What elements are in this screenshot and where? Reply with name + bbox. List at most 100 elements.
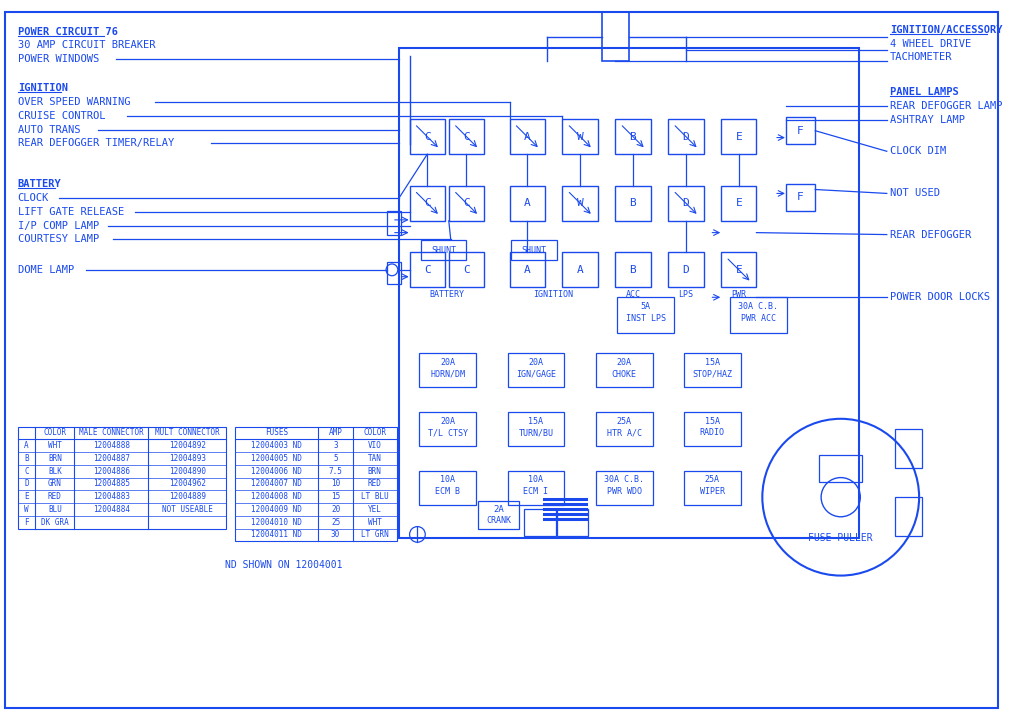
Text: POWER WINDOWS: POWER WINDOWS	[17, 54, 99, 64]
Text: IGNITION: IGNITION	[534, 290, 573, 300]
Text: PWR: PWR	[731, 290, 746, 300]
Bar	[512, 240, 557, 260]
Text: D: D	[683, 265, 689, 275]
Text: 20A: 20A	[616, 358, 632, 367]
Text: 15A: 15A	[705, 417, 720, 426]
Bar	[508, 471, 564, 505]
Bar	[684, 412, 740, 446]
Text: F: F	[797, 126, 804, 135]
Text: 3: 3	[333, 441, 338, 450]
Text: GRN: GRN	[48, 480, 61, 488]
Text: 15A: 15A	[528, 417, 544, 426]
Text: CHOKE: CHOKE	[611, 369, 637, 379]
Bar	[596, 471, 652, 505]
Bar	[410, 186, 444, 221]
Bar	[602, 12, 629, 61]
Bar	[508, 412, 564, 446]
Bar	[17, 427, 226, 528]
Text: C: C	[424, 132, 431, 142]
Text: CRANK: CRANK	[486, 516, 511, 525]
Text: 25A: 25A	[616, 417, 632, 426]
Text: ECM I: ECM I	[523, 487, 549, 496]
Text: STOP/HAZ: STOP/HAZ	[692, 369, 732, 379]
Text: COLOR: COLOR	[364, 428, 386, 438]
Bar	[410, 119, 444, 154]
Text: E: E	[25, 492, 29, 501]
Text: AUTO TRANS: AUTO TRANS	[17, 125, 80, 135]
Text: 12004010 ND: 12004010 ND	[251, 518, 302, 526]
Bar	[478, 501, 519, 528]
Text: 12004884: 12004884	[93, 505, 130, 514]
Bar	[596, 412, 652, 446]
Bar	[721, 252, 757, 287]
Text: 4 WHEEL DRIVE: 4 WHEEL DRIVE	[890, 38, 971, 48]
Text: FUSES: FUSES	[265, 428, 289, 438]
Text: OVER SPEED WARNING: OVER SPEED WARNING	[17, 97, 130, 107]
Text: BLK: BLK	[48, 467, 61, 476]
Text: 12004889: 12004889	[169, 492, 206, 501]
Text: D: D	[683, 132, 689, 142]
Text: CRUISE CONTROL: CRUISE CONTROL	[17, 111, 105, 121]
Bar	[510, 252, 545, 287]
Text: F: F	[797, 192, 804, 202]
Bar	[895, 498, 922, 536]
Bar	[236, 427, 397, 541]
Bar	[524, 509, 556, 536]
Text: B: B	[630, 198, 636, 208]
Text: B: B	[25, 454, 29, 463]
Bar	[510, 186, 545, 221]
Text: B: B	[630, 265, 636, 275]
Text: B: B	[630, 132, 636, 142]
Text: C: C	[424, 198, 431, 208]
Bar	[510, 119, 545, 154]
Text: AMP: AMP	[329, 428, 343, 438]
Text: 12004883: 12004883	[93, 492, 130, 501]
Text: POWER CIRCUIT 76: POWER CIRCUIT 76	[17, 27, 118, 37]
Bar	[421, 240, 466, 260]
Text: WHT: WHT	[48, 441, 61, 450]
Text: CLOCK: CLOCK	[17, 194, 49, 203]
Text: DOME LAMP: DOME LAMP	[17, 265, 74, 275]
Text: 12004003 ND: 12004003 ND	[251, 441, 302, 450]
Text: C: C	[424, 265, 431, 275]
Text: 12004892: 12004892	[169, 441, 206, 450]
Text: ACC: ACC	[626, 290, 640, 300]
Bar	[669, 119, 703, 154]
Text: LT BLU: LT BLU	[360, 492, 389, 501]
Text: REAR DEFOGGER: REAR DEFOGGER	[890, 230, 971, 240]
Text: W: W	[25, 505, 29, 514]
Bar	[562, 119, 598, 154]
Bar	[684, 353, 740, 387]
Text: SHUNT: SHUNT	[431, 246, 457, 255]
Text: 12004008 ND: 12004008 ND	[251, 492, 302, 501]
Text: 2A: 2A	[494, 505, 504, 514]
Bar	[410, 252, 444, 287]
Text: 5A: 5A	[641, 302, 650, 311]
Text: IGNITION/ACCESSORY: IGNITION/ACCESSORY	[890, 24, 1002, 35]
Bar	[819, 455, 862, 482]
Text: 12004006 ND: 12004006 ND	[251, 467, 302, 476]
Text: VIO: VIO	[368, 441, 382, 450]
Text: BATTERY: BATTERY	[429, 290, 464, 300]
Text: RADIO: RADIO	[699, 428, 725, 438]
Text: 12004011 ND: 12004011 ND	[251, 531, 302, 539]
Text: BATTERY: BATTERY	[17, 179, 61, 189]
Text: HORN/DM: HORN/DM	[430, 369, 465, 379]
Text: MULT CONNECTOR: MULT CONNECTOR	[155, 428, 219, 438]
Text: D: D	[683, 198, 689, 208]
Text: HTR A/C: HTR A/C	[606, 428, 642, 438]
Bar	[669, 252, 703, 287]
Text: 25: 25	[331, 518, 340, 526]
Text: 30: 30	[331, 531, 340, 539]
Text: DK GRA: DK GRA	[41, 518, 69, 526]
Bar	[684, 471, 740, 505]
Text: NOT USEABLE: NOT USEABLE	[162, 505, 213, 514]
Text: INST LPS: INST LPS	[626, 314, 666, 323]
Text: 30 AMP CIRCUIT BREAKER: 30 AMP CIRCUIT BREAKER	[17, 40, 156, 50]
Bar	[420, 353, 476, 387]
Text: E: E	[735, 198, 742, 208]
Text: NOT USED: NOT USED	[890, 189, 940, 199]
Text: 12004888: 12004888	[93, 441, 130, 450]
Text: LIFT GATE RELEASE: LIFT GATE RELEASE	[17, 207, 124, 217]
Bar	[615, 252, 650, 287]
